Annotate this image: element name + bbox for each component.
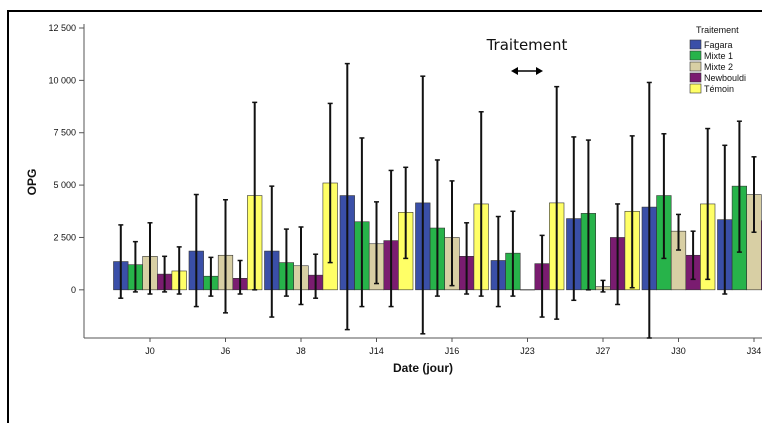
x-axis-title: Date (jour) (393, 361, 453, 375)
x-tick-label: J14 (369, 346, 384, 356)
y-tick-label: 12 500 (48, 23, 76, 33)
y-tick-label: 10 000 (48, 75, 76, 85)
y-tick-label: 0 (71, 285, 76, 295)
legend-swatch (689, 83, 702, 94)
legend-label: Fagara (704, 40, 733, 50)
annotation-arrow-left-head (511, 67, 518, 75)
legend-label: Témoin (704, 84, 734, 94)
legend-title: Traitement (696, 25, 739, 35)
x-tick-label: J23 (520, 346, 535, 356)
x-tick-label: J30 (671, 346, 686, 356)
legend-swatch (689, 61, 702, 72)
x-tick-label: J6 (221, 346, 231, 356)
annotation-arrow-right-head (536, 67, 543, 75)
y-tick-label: 5 000 (53, 180, 76, 190)
legend-label: Mixte 2 (704, 62, 733, 72)
legend-label: Newbouldi (704, 73, 746, 83)
x-tick-label: J27 (596, 346, 611, 356)
x-tick-label: J34 (747, 346, 762, 356)
y-axis-title: OPG (25, 169, 39, 196)
y-tick-label: 2 500 (53, 232, 76, 242)
x-tick-label: J0 (145, 346, 155, 356)
annotation-label: Traitement (486, 36, 568, 54)
legend-swatch (689, 39, 702, 50)
legend-swatch (689, 50, 702, 61)
x-tick-label: J16 (445, 346, 460, 356)
x-tick-label: J8 (296, 346, 306, 356)
y-tick-label: 7 500 (53, 128, 76, 138)
legend-label: Mixte 1 (704, 51, 733, 61)
legend-swatch (689, 72, 702, 83)
